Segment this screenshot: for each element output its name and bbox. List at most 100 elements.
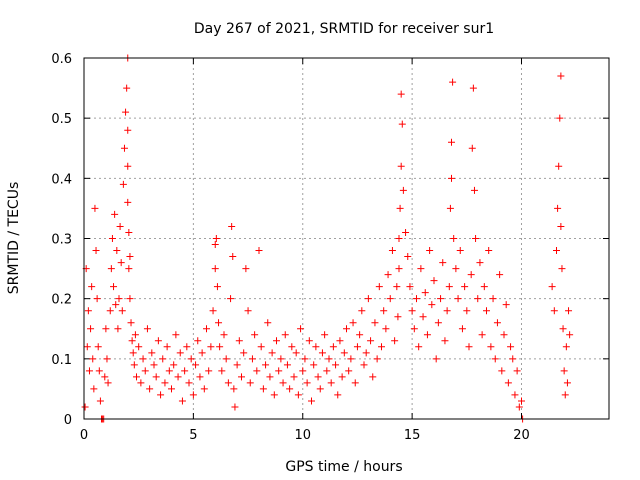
data-point bbox=[397, 162, 405, 170]
data-point bbox=[378, 343, 385, 351]
data-point bbox=[452, 265, 460, 273]
data-point bbox=[456, 247, 464, 255]
x-tick-label: 5 bbox=[189, 428, 197, 443]
data-point bbox=[228, 222, 236, 230]
data-point bbox=[413, 295, 420, 303]
data-point bbox=[347, 355, 355, 363]
data-point bbox=[212, 235, 220, 242]
data-point bbox=[216, 343, 224, 351]
data-point bbox=[154, 337, 162, 345]
data-point bbox=[87, 325, 95, 333]
data-point bbox=[332, 361, 340, 369]
data-point bbox=[394, 313, 402, 321]
data-point bbox=[415, 343, 423, 351]
data-point bbox=[397, 90, 405, 98]
data-point bbox=[380, 307, 388, 315]
data-point bbox=[200, 385, 208, 393]
data-point bbox=[513, 367, 521, 375]
data-point bbox=[259, 385, 267, 393]
data-point bbox=[349, 319, 357, 327]
data-point bbox=[428, 301, 436, 309]
data-point bbox=[437, 295, 445, 303]
data-point bbox=[498, 367, 506, 375]
data-point bbox=[305, 337, 313, 345]
data-point bbox=[279, 379, 287, 387]
data-point bbox=[146, 385, 154, 393]
data-point bbox=[90, 385, 98, 393]
data-point bbox=[150, 361, 158, 369]
data-point bbox=[469, 84, 477, 92]
data-point bbox=[449, 78, 457, 86]
data-point bbox=[548, 283, 556, 291]
data-point bbox=[478, 331, 486, 339]
data-point bbox=[122, 108, 130, 116]
data-point bbox=[312, 343, 320, 351]
data-point bbox=[230, 385, 238, 393]
data-point bbox=[168, 385, 175, 393]
data-point bbox=[264, 319, 272, 327]
data-point bbox=[143, 325, 151, 333]
data-point bbox=[325, 355, 333, 363]
data-point bbox=[95, 367, 103, 375]
data-point bbox=[124, 126, 132, 134]
data-point bbox=[345, 367, 353, 375]
data-point bbox=[246, 379, 254, 387]
data-point bbox=[474, 295, 482, 303]
data-point bbox=[129, 349, 137, 357]
data-point bbox=[364, 295, 372, 303]
data-point bbox=[255, 247, 263, 255]
data-point bbox=[103, 355, 111, 363]
data-point bbox=[565, 307, 573, 315]
data-point bbox=[135, 343, 143, 351]
data-point bbox=[211, 265, 219, 273]
data-point bbox=[507, 343, 515, 351]
data-point bbox=[384, 271, 392, 279]
data-point bbox=[454, 295, 462, 303]
data-point bbox=[222, 355, 230, 363]
data-point bbox=[203, 325, 210, 333]
data-point bbox=[367, 337, 375, 345]
data-point bbox=[398, 120, 406, 128]
data-point bbox=[336, 337, 344, 345]
data-point bbox=[110, 283, 118, 291]
data-point bbox=[238, 373, 245, 381]
data-point bbox=[81, 403, 89, 411]
data-point bbox=[426, 247, 434, 255]
data-point bbox=[123, 84, 131, 92]
data-point bbox=[554, 204, 562, 212]
y-tick-label: 0.1 bbox=[51, 353, 72, 368]
data-point bbox=[124, 162, 132, 170]
data-point bbox=[375, 283, 383, 291]
data-point bbox=[308, 397, 315, 405]
data-point bbox=[205, 367, 213, 375]
data-point bbox=[130, 361, 138, 369]
data-point bbox=[91, 204, 99, 212]
data-point bbox=[127, 319, 135, 327]
data-point bbox=[185, 379, 193, 387]
data-point bbox=[393, 283, 401, 291]
data-point bbox=[386, 295, 394, 303]
data-point bbox=[553, 247, 560, 255]
data-point bbox=[124, 198, 132, 206]
data-point bbox=[117, 259, 125, 267]
data-point bbox=[233, 361, 241, 369]
y-tick-labels: 0 0.1 0.2 0.3 0.4 0.5 0.6 bbox=[51, 52, 72, 428]
data-point bbox=[395, 265, 403, 273]
data-point bbox=[125, 228, 133, 236]
data-point bbox=[281, 331, 289, 339]
data-point bbox=[421, 289, 429, 297]
data-point bbox=[94, 343, 102, 351]
data-point bbox=[141, 367, 149, 375]
data-point bbox=[502, 301, 510, 309]
chart-title: Day 267 of 2021, SRMTID for receiver sur… bbox=[194, 21, 494, 37]
y-tick-label: 0.4 bbox=[51, 172, 72, 187]
data-point bbox=[194, 337, 202, 345]
data-point bbox=[277, 355, 285, 363]
x-tick-label: 10 bbox=[294, 428, 311, 443]
data-point bbox=[96, 397, 104, 405]
data-point bbox=[487, 343, 495, 351]
data-point bbox=[470, 186, 478, 194]
data-point bbox=[314, 373, 322, 381]
data-point bbox=[120, 144, 128, 152]
